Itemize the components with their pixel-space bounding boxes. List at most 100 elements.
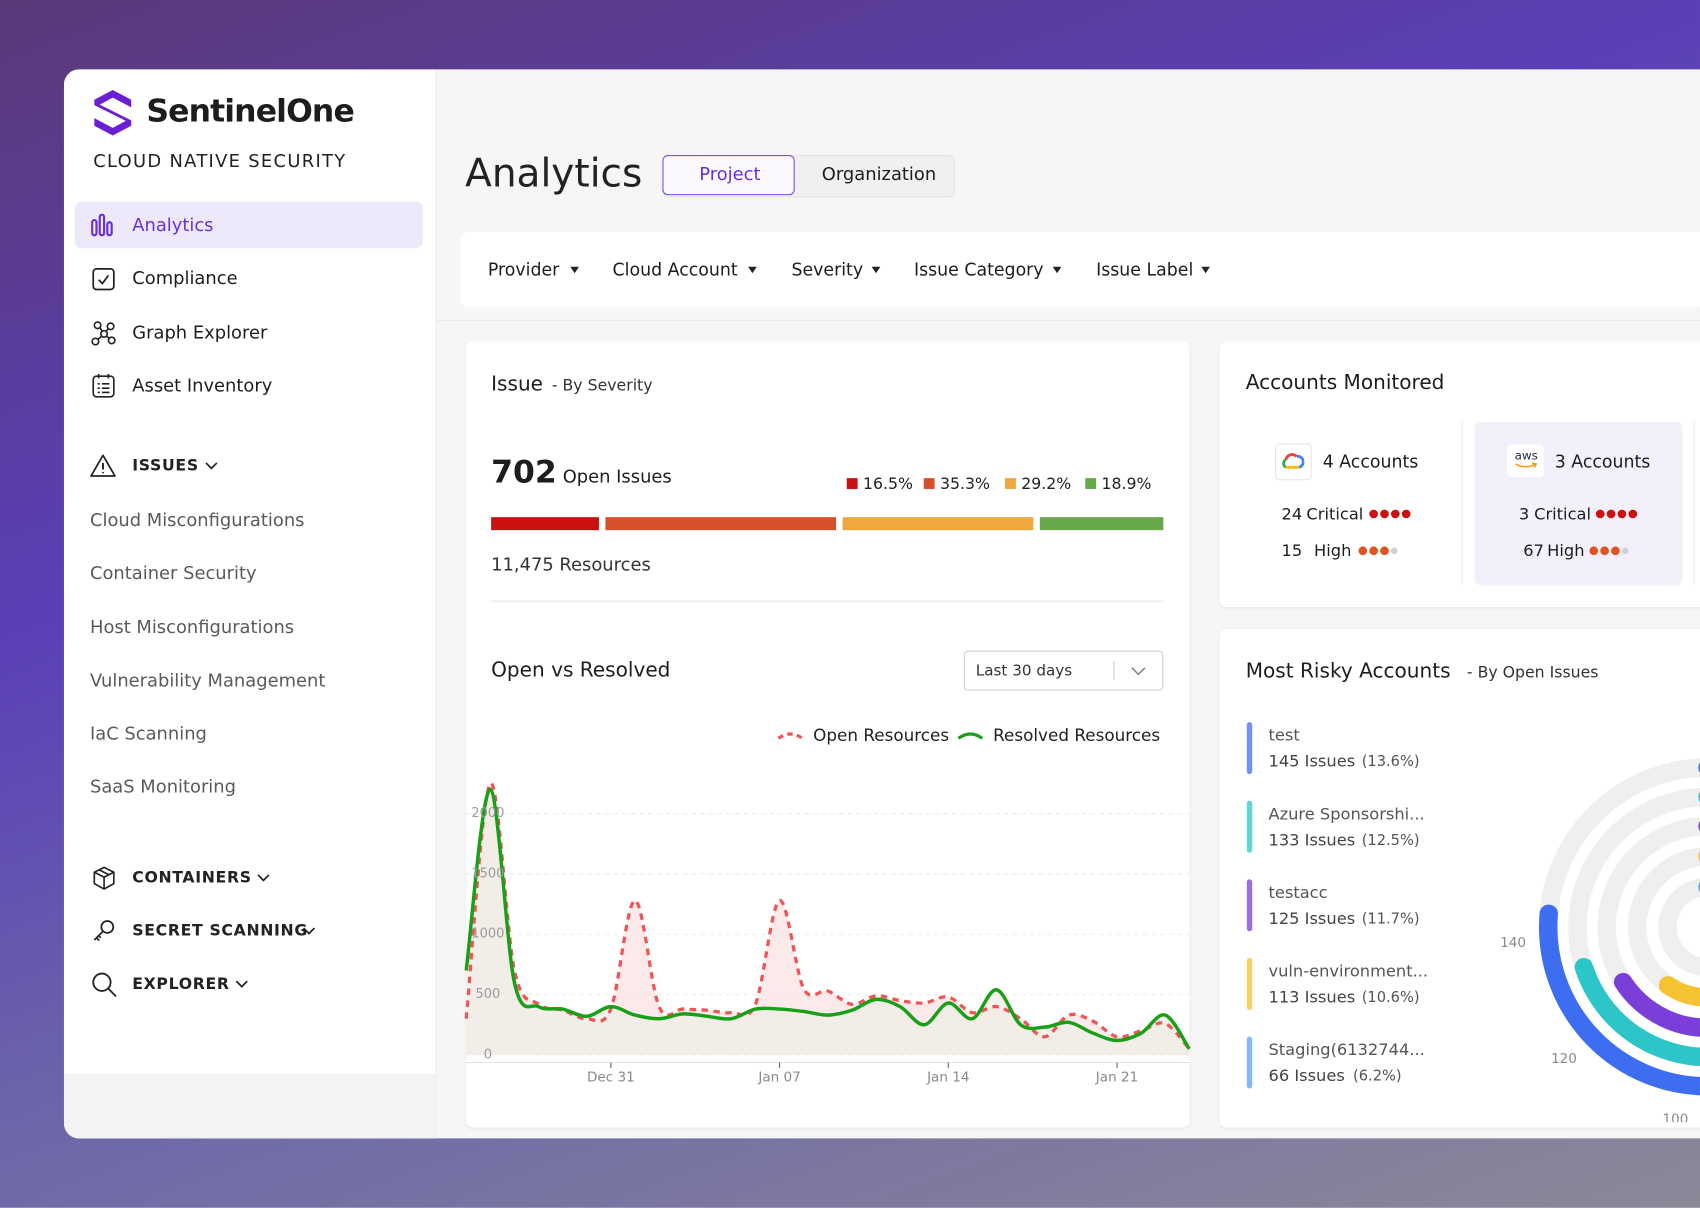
filter[interactable]: Issue Label — [1096, 259, 1194, 280]
radial-bar — [1613, 821, 1700, 1037]
sidebar-footer — [63, 1073, 436, 1139]
section-icon — [93, 920, 115, 942]
severity-bar — [1039, 517, 1164, 531]
legend-label: 35.3% — [940, 474, 990, 493]
legend-swatch — [923, 478, 935, 489]
nav-subitem[interactable]: IaC Scanning — [89, 723, 207, 744]
account-percent: (6.2%) — [1353, 1068, 1402, 1085]
sidebar-border — [435, 69, 437, 1139]
filter[interactable]: Issue Category — [913, 259, 1044, 280]
select-divider — [1113, 661, 1115, 680]
critical-count: 24 — [1281, 504, 1303, 524]
nav-item[interactable]: Graph Explorer — [132, 322, 268, 343]
y-tick-label: 1500 — [471, 866, 504, 881]
line — [464, 781, 1191, 1050]
card-subtitle: - By Open Issues — [1466, 664, 1599, 682]
radial-track — [1658, 878, 1700, 976]
card-title: Accounts Monitored — [1245, 371, 1445, 395]
page-title: Analytics — [465, 151, 643, 197]
legend-swatch — [957, 732, 984, 740]
section-icon — [93, 866, 115, 890]
nav-icon — [91, 321, 116, 346]
range-select-text[interactable]: Last 30 days — [975, 662, 1073, 680]
nav-section[interactable]: ISSUES — [132, 457, 199, 475]
account-name: Staging(6132744... — [1268, 1040, 1424, 1059]
card-title: Open vs Resolved — [491, 659, 671, 682]
filter[interactable]: Provider — [487, 259, 560, 280]
gcp-logo — [1282, 453, 1305, 469]
account-name: vuln-environment... — [1268, 961, 1428, 980]
nav-item[interactable]: Compliance — [132, 267, 238, 289]
radial-track — [1568, 787, 1700, 1067]
account-color-bar — [1246, 722, 1253, 775]
legend-label: 18.9% — [1102, 474, 1152, 493]
tab-active[interactable] — [662, 155, 795, 196]
nav-subitem[interactable]: Container Security — [89, 562, 257, 584]
aws-smile — [1515, 462, 1538, 468]
radial-chart: 0100120140 — [1500, 758, 1700, 1122]
account-percent: (10.6%) — [1362, 989, 1420, 1006]
tab[interactable]: Organization — [821, 163, 937, 185]
provider-accounts: 3 Accounts — [1554, 451, 1651, 472]
tab[interactable]: Project — [699, 163, 761, 185]
caret — [1052, 266, 1062, 274]
nav-section[interactable]: SECRET SCANNING — [132, 922, 308, 940]
nav-icon — [92, 374, 115, 398]
account-name: testacc — [1268, 883, 1327, 902]
nav-item[interactable]: Analytics — [132, 214, 214, 236]
account-name: Azure Sponsorshi... — [1268, 804, 1424, 823]
nav-subitem[interactable]: Cloud Misconfigurations — [89, 509, 305, 531]
chevron — [257, 874, 270, 882]
x-tick-label: Jan 14 — [926, 1070, 969, 1086]
nav-item[interactable]: Asset Inventory — [132, 375, 273, 396]
nav-section[interactable]: CONTAINERS — [132, 869, 252, 887]
divider — [1461, 421, 1463, 586]
account-issues: 145 Issues — [1268, 752, 1355, 771]
divider — [491, 600, 1164, 602]
account-color-bar — [1246, 800, 1253, 853]
section-icon — [92, 972, 117, 998]
severity-bar — [491, 517, 599, 531]
filter[interactable]: Cloud Account — [612, 259, 738, 280]
chevron — [1131, 667, 1146, 676]
nav-subitem[interactable]: Vulnerability Management — [89, 670, 326, 691]
radial-track — [1627, 847, 1700, 1007]
section-icon — [90, 454, 116, 477]
filter[interactable]: Severity — [791, 259, 864, 280]
card-title: Issue — [491, 372, 544, 396]
severity-dots — [1589, 546, 1629, 556]
radial-track — [1597, 817, 1700, 1037]
account-color-bar — [1246, 1036, 1253, 1089]
critical-label: Critical — [1534, 504, 1592, 524]
severity-bar — [842, 517, 1034, 531]
legend-swatch — [1085, 478, 1097, 489]
severity-bar — [605, 517, 837, 531]
high-count: 67 — [1523, 541, 1544, 561]
provider-logo-box — [1274, 443, 1312, 481]
nav-icon — [91, 213, 113, 237]
account-issues: 66 Issues — [1268, 1066, 1344, 1085]
nav-subitem[interactable]: SaaS Monitoring — [89, 776, 236, 797]
nav-subitem[interactable]: Host Misconfigurations — [89, 616, 295, 638]
high-label: High — [1547, 541, 1585, 561]
chevron — [302, 927, 316, 935]
area — [466, 789, 1190, 1055]
account-issues: 113 Issues — [1268, 987, 1355, 1006]
nav-section[interactable]: EXPLORER — [132, 975, 230, 994]
radial-tick-label: 120 — [1551, 1051, 1577, 1067]
legend-swatch — [777, 732, 804, 740]
range-select[interactable] — [963, 650, 1164, 691]
nav-active-bg[interactable] — [74, 201, 423, 249]
card-subtitle: - By Severity — [551, 377, 653, 395]
aws-logo-text: aws — [1514, 448, 1538, 463]
open-count: 702 — [491, 453, 557, 491]
legend-swatch — [846, 478, 858, 489]
brand-name: SentinelOne — [146, 92, 354, 130]
provider-logo-box — [1507, 444, 1544, 478]
severity-dots — [1369, 509, 1411, 519]
caret — [871, 266, 881, 274]
radial-bar — [1539, 762, 1700, 1096]
account-issues: 125 Issues — [1268, 909, 1355, 928]
